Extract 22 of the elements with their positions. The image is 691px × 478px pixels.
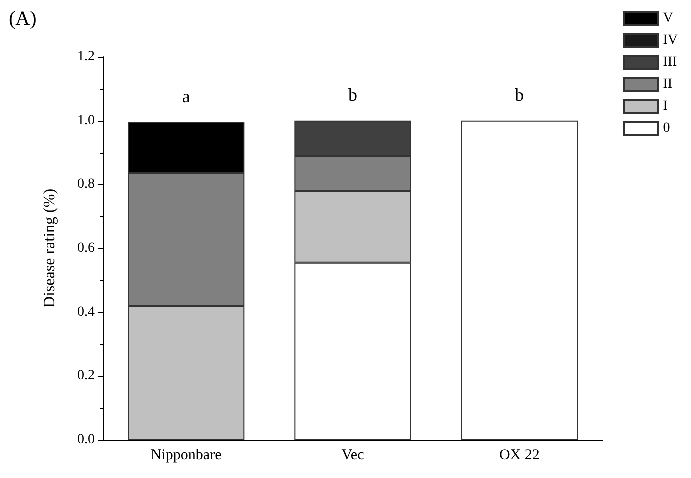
- chart-title: (A): [9, 8, 37, 30]
- y-axis-title: Disease rating (%): [42, 188, 58, 308]
- y-tick-label: 0.4: [78, 304, 95, 320]
- y-tick-label: 0.6: [78, 241, 95, 256]
- legend-label: II: [663, 77, 673, 92]
- legend-label: IV: [663, 33, 678, 48]
- x-tick-label: Nipponbare: [150, 448, 222, 464]
- y-tick-label: 1.2: [78, 50, 95, 64]
- y-tick-label: 0.0: [78, 432, 95, 448]
- y-tick-label: 0.2: [78, 368, 95, 384]
- bar: [461, 120, 578, 440]
- x-tick-label: OX 22: [499, 448, 540, 464]
- y-tick-label: 0.8: [78, 177, 95, 192]
- x-tick-label: Vec: [342, 448, 365, 464]
- legend-label: 0: [663, 121, 670, 136]
- y-tick-label: 1.0: [78, 113, 95, 128]
- annotation: b: [348, 84, 358, 105]
- annotation: a: [182, 86, 190, 106]
- legend-label: V: [663, 11, 674, 26]
- annotation: b: [515, 84, 524, 105]
- legend-label: III: [663, 55, 678, 70]
- legend-label: I: [663, 99, 668, 114]
